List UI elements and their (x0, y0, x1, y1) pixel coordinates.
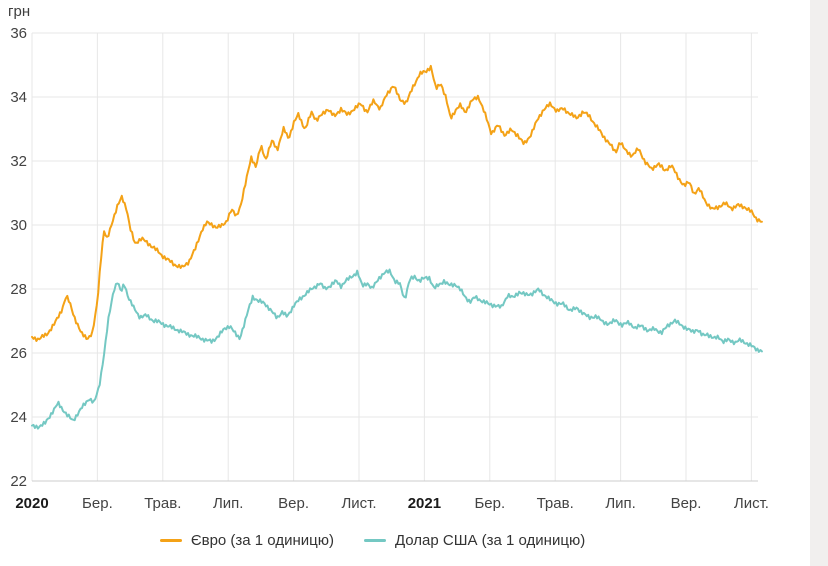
y-tick-label: 36 (10, 25, 27, 42)
y-tick-label: 32 (10, 153, 27, 170)
y-tick-label: 30 (10, 217, 27, 234)
legend-item-usd[interactable]: Долар США (за 1 одиницю) (363, 532, 586, 549)
legend-label-euro: Євро (за 1 одиницю) (190, 532, 334, 549)
x-tick-month-label: Лист. (341, 495, 376, 512)
x-tick-month-label: Лист. (734, 495, 769, 512)
legend: Євро (за 1 одиницю) Долар США (за 1 одини… (0, 532, 745, 549)
page-background-strip (810, 0, 828, 566)
y-tick-label: 34 (10, 89, 27, 106)
legend-swatch-euro (159, 539, 182, 542)
x-tick-month-label: Трав. (537, 495, 574, 512)
legend-label-usd: Долар США (за 1 одиницю) (394, 532, 586, 549)
x-tick-month-label: Вер. (671, 495, 702, 512)
x-tick-month-label: Трав. (144, 495, 181, 512)
chart-canvas[interactable]: 36 34 32 30 28 26 24 22 2020 Бер. Трав. Лип. Вер. Лис… (0, 0, 828, 520)
series-line-euro (31, 64, 763, 342)
x-tick-month-label: Лип. (605, 495, 636, 512)
y-tick-label: 22 (10, 473, 27, 490)
x-tick-month-label: Вер. (278, 495, 309, 512)
legend-item-euro[interactable]: Євро (за 1 одиницю) (159, 532, 334, 549)
x-tick-year-label: 2021 (408, 495, 441, 512)
x-tick-month-label: Бер. (82, 495, 113, 512)
y-tick-label: 26 (10, 345, 27, 362)
x-tick-month-label: Бер. (474, 495, 505, 512)
x-tick-month-label: Лип. (213, 495, 244, 512)
y-axis-unit-label: грн (8, 3, 31, 20)
series-line-usd (31, 268, 763, 430)
x-tick-year-label: 2020 (15, 495, 48, 512)
legend-swatch-usd (363, 539, 386, 542)
y-tick-label: 28 (10, 281, 27, 298)
y-tick-label: 24 (10, 409, 27, 426)
